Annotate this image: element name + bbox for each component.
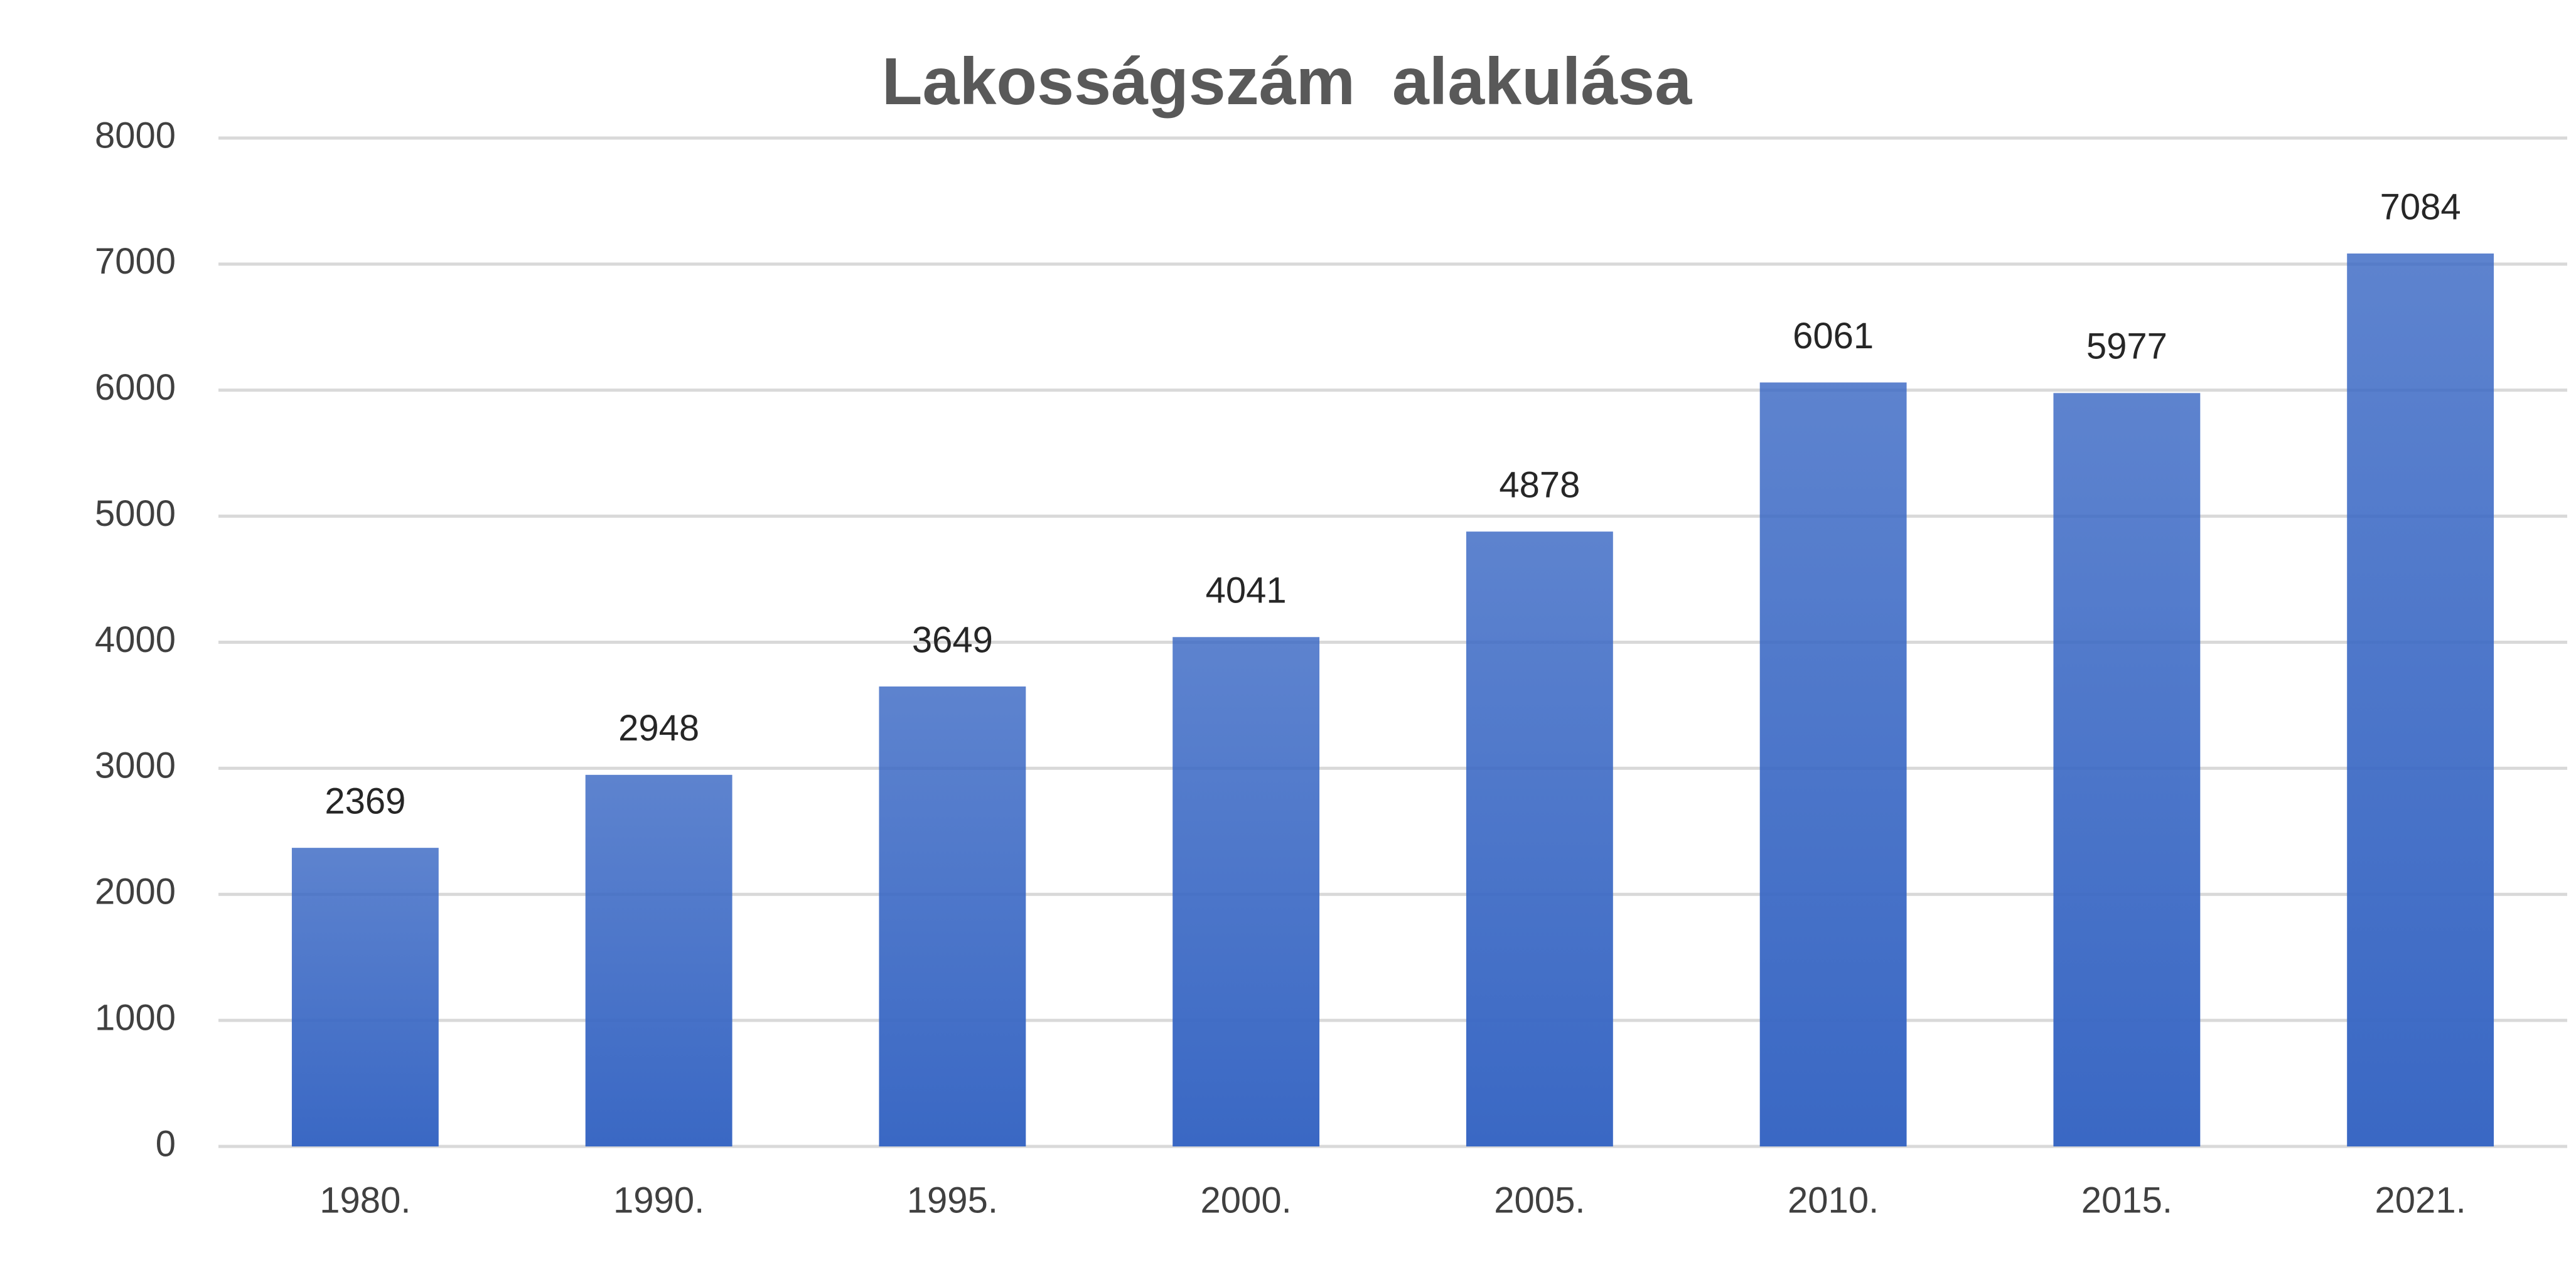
x-tick-label: 2005. xyxy=(1494,1180,1585,1220)
chart-title: Lakosságszám alakulása xyxy=(882,45,1692,119)
value-label: 6061 xyxy=(1793,316,1874,356)
x-tick-label: 2000. xyxy=(1201,1180,1292,1220)
value-label: 4878 xyxy=(1499,464,1580,505)
y-tick-label: 8000 xyxy=(95,115,176,156)
bar xyxy=(1759,382,1907,1147)
bar xyxy=(1173,637,1320,1146)
x-tick-label: 2015. xyxy=(2081,1180,2172,1220)
x-tick-label: 1995. xyxy=(907,1180,998,1220)
x-tick-label: 1980. xyxy=(319,1180,411,1220)
value-label: 5977 xyxy=(2086,326,2167,367)
bar xyxy=(1466,531,1613,1146)
x-tick-label: 2010. xyxy=(1788,1180,1879,1220)
y-tick-label: 4000 xyxy=(95,619,176,660)
x-tick-label: 1990. xyxy=(613,1180,704,1220)
y-tick-label: 5000 xyxy=(95,493,176,534)
y-tick-label: 1000 xyxy=(95,997,176,1038)
value-label: 2948 xyxy=(618,708,699,749)
bar xyxy=(585,774,733,1146)
bar xyxy=(291,848,439,1146)
bar xyxy=(2347,254,2494,1147)
y-tick-label: 6000 xyxy=(95,367,176,408)
value-label: 2369 xyxy=(325,781,405,821)
value-label: 3649 xyxy=(912,619,993,660)
bar xyxy=(2053,393,2201,1146)
value-label: 4041 xyxy=(1206,570,1287,611)
y-tick-label: 7000 xyxy=(95,241,176,282)
y-tick-label: 2000 xyxy=(95,872,176,912)
y-tick-label: 3000 xyxy=(95,745,176,786)
y-tick-label: 0 xyxy=(156,1123,176,1164)
value-label: 7084 xyxy=(2380,186,2461,227)
bar xyxy=(879,686,1026,1146)
x-tick-label: 2021. xyxy=(2375,1180,2466,1220)
